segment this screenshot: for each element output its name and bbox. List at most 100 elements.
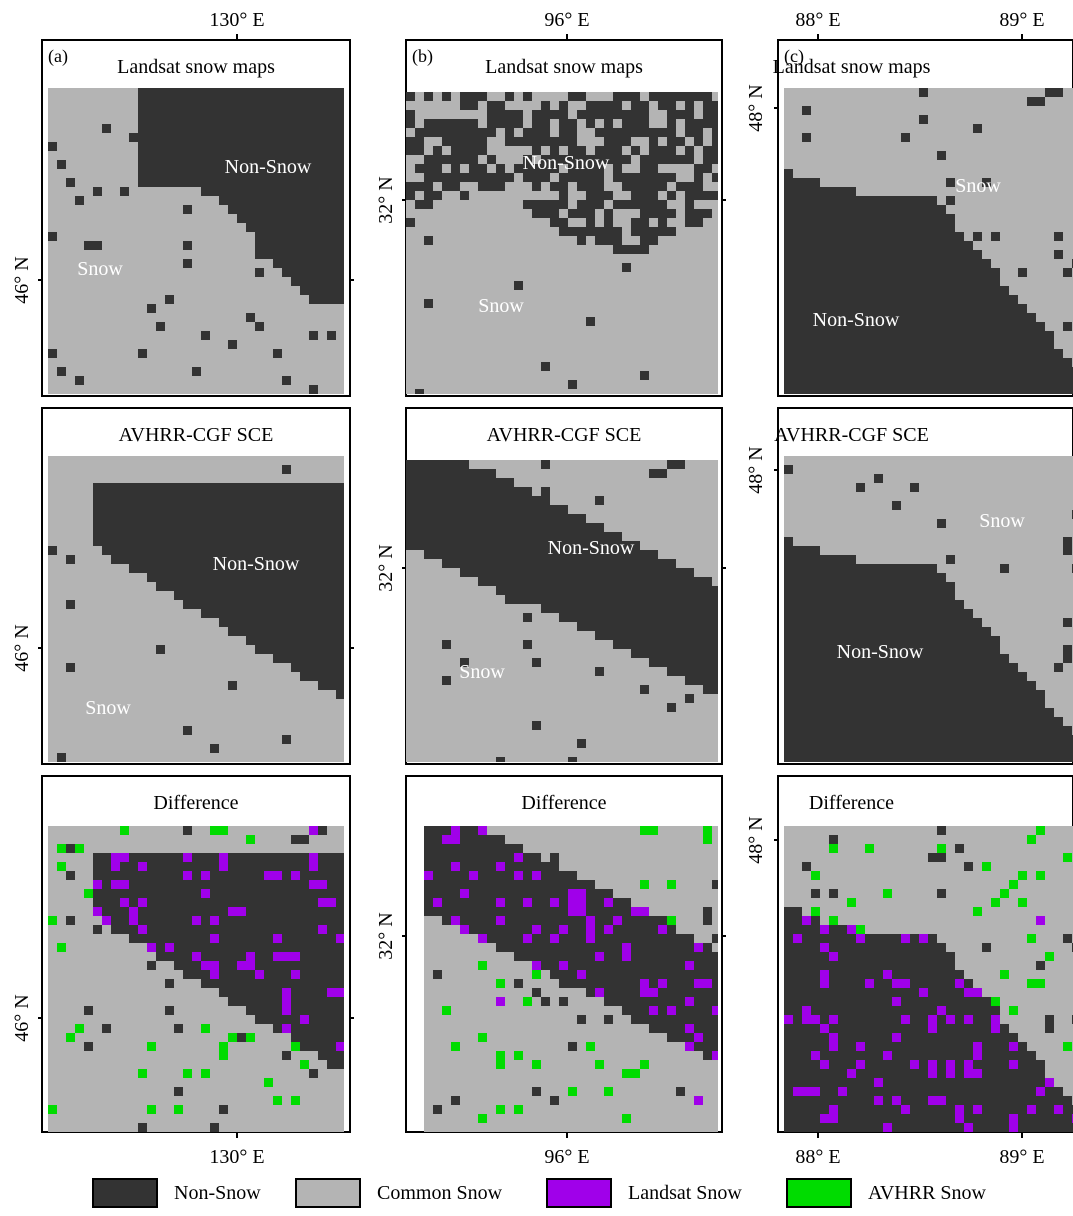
map-pixel	[273, 169, 282, 178]
map-pixel	[129, 501, 138, 510]
map-pixel	[811, 286, 820, 295]
map-pixel	[246, 934, 255, 943]
map-pixel	[300, 627, 309, 636]
map-pixel	[910, 232, 919, 241]
map-pixel	[318, 988, 327, 997]
map-pixel	[532, 934, 541, 943]
map-pixel	[336, 970, 344, 979]
map-pixel	[649, 550, 658, 559]
map-pixel	[802, 1087, 811, 1096]
map-pixel	[946, 717, 955, 726]
map-pixel	[255, 889, 264, 898]
map-pixel	[273, 961, 282, 970]
map-pixel	[309, 241, 318, 250]
map-pixel	[613, 227, 622, 236]
map-pixel	[237, 1033, 246, 1042]
map-pixel	[919, 1114, 928, 1123]
map-pixel	[802, 627, 811, 636]
map-pixel	[991, 376, 1000, 385]
map-pixel	[264, 609, 273, 618]
map-pixel	[802, 268, 811, 277]
map-pixel	[138, 1123, 147, 1132]
map-pixel	[838, 934, 847, 943]
map-pixel	[1000, 304, 1009, 313]
map-pixel	[237, 988, 246, 997]
map-pixel	[442, 826, 451, 835]
legend-swatch-landsat-snow	[546, 1178, 612, 1208]
map-pixel	[955, 1060, 964, 1069]
map-pixel	[586, 227, 595, 236]
map-pixel	[264, 1006, 273, 1015]
map-pixel	[793, 385, 802, 394]
map-pixel	[273, 546, 282, 555]
map-pixel	[219, 582, 228, 591]
map-pixel	[649, 970, 658, 979]
panel-letter: (b)	[412, 46, 433, 67]
map-pixel	[847, 259, 856, 268]
map-pixel	[955, 600, 964, 609]
map-pixel	[120, 537, 129, 546]
map-pixel	[892, 313, 901, 322]
map-pixel	[237, 205, 246, 214]
map-pixel	[838, 1114, 847, 1123]
map-pixel	[237, 582, 246, 591]
map-pixel	[802, 753, 811, 762]
map-pixel	[631, 907, 640, 916]
map-pixel	[703, 658, 712, 667]
map-pixel	[183, 169, 192, 178]
map-pixel	[802, 304, 811, 313]
map-pixel	[838, 385, 847, 394]
map-pixel	[147, 907, 156, 916]
map-pixel	[183, 537, 192, 546]
map-pixel	[658, 925, 667, 934]
map-pixel	[228, 582, 237, 591]
map-pixel	[991, 268, 1000, 277]
map-pixel	[784, 367, 793, 376]
map-pixel	[676, 1033, 685, 1042]
map-pixel	[318, 537, 327, 546]
map-pixel	[856, 925, 865, 934]
map-pixel	[919, 1024, 928, 1033]
map-pixel	[138, 853, 147, 862]
map-pixel	[892, 376, 901, 385]
map-pixel	[928, 997, 937, 1006]
map-pixel	[496, 853, 505, 862]
map-pixel	[820, 636, 829, 645]
map-pixel	[246, 187, 255, 196]
map-pixel	[309, 555, 318, 564]
map-pixel	[667, 146, 676, 155]
map-pixel	[784, 313, 793, 322]
map-pixel	[784, 331, 793, 340]
map-pixel	[514, 952, 523, 961]
map-pixel	[964, 295, 973, 304]
map-pixel	[919, 636, 928, 645]
map-pixel	[505, 925, 514, 934]
map-pixel	[424, 505, 433, 514]
map-pixel	[219, 151, 228, 160]
map-pixel	[523, 496, 532, 505]
map-pixel	[820, 645, 829, 654]
map-pixel	[1045, 349, 1054, 358]
map-pixel	[973, 367, 982, 376]
map-pixel	[991, 1087, 1000, 1096]
map-pixel	[928, 1078, 937, 1087]
map-pixel	[309, 501, 318, 510]
map-pixel	[264, 492, 273, 501]
map-pixel	[147, 925, 156, 934]
map-pixel	[282, 1051, 291, 1060]
map-pixel	[336, 564, 344, 573]
map-pixel	[300, 961, 309, 970]
map-pixel	[192, 961, 201, 970]
map-pixel	[550, 200, 559, 209]
map-pixel	[928, 708, 937, 717]
map-pixel	[318, 1006, 327, 1015]
map-pixel	[138, 528, 147, 537]
map-pixel	[703, 916, 712, 925]
map-pixel	[847, 934, 856, 943]
map-pixel	[982, 1078, 991, 1087]
map-pixel	[685, 997, 694, 1006]
map-pixel	[532, 164, 541, 173]
map-pixel	[406, 523, 415, 532]
map-pixel	[793, 663, 802, 672]
